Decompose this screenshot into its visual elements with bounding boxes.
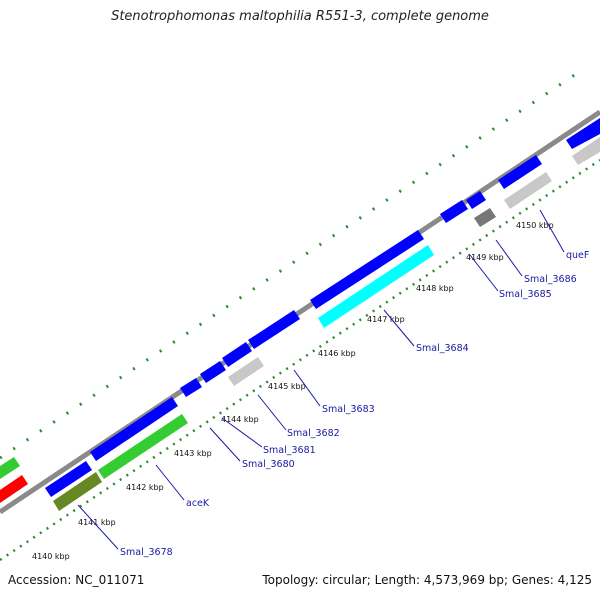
tick-label-4143: 4143 kbp: [174, 449, 212, 458]
leader-line: [257, 394, 287, 431]
gene-forward[interactable]: [498, 155, 542, 189]
gene-forward[interactable]: [248, 310, 300, 349]
gene-Smal_3684[interactable]: [318, 245, 434, 328]
tick-label-4141: 4141 kbp: [78, 518, 116, 527]
tick-label-4144: 4144 kbp: [221, 415, 259, 424]
gene-Smal_3678[interactable]: [53, 472, 102, 511]
gene-forward[interactable]: [45, 461, 92, 497]
leader-line: [209, 427, 241, 462]
tick-label-4140: 4140 kbp: [32, 552, 70, 561]
gene-partial-green[interactable]: [0, 457, 20, 479]
gene-label-Smal_3683[interactable]: Smal_3683: [322, 404, 375, 415]
gene-label-Smal_3686[interactable]: Smal_3686: [524, 274, 577, 285]
gene-forward[interactable]: [440, 200, 468, 223]
tick-label-4146: 4146 kbp: [318, 349, 356, 358]
leader-line: [469, 254, 499, 292]
tick-label-4147: 4147 kbp: [367, 315, 405, 324]
gene-label-Smal_3685[interactable]: Smal_3685: [499, 289, 552, 300]
gene-aceK[interactable]: [98, 414, 188, 479]
tick-labels: 4140 kbp 4141 kbp 4142 kbp 4143 kbp 4144 kbp…: [32, 221, 554, 561]
gene-forward[interactable]: [310, 230, 424, 309]
gene-partial-red[interactable]: [0, 475, 28, 503]
gene-queF-neighbor[interactable]: [504, 172, 552, 209]
tick-label-4150: 4150 kbp: [516, 221, 554, 230]
gene-forward[interactable]: [200, 361, 226, 383]
gene-forward[interactable]: [466, 191, 486, 209]
gene-label-Smal_3678[interactable]: Smal_3678: [120, 547, 173, 558]
tick-label-4142: 4142 kbp: [126, 483, 164, 492]
accession-text: Accession: NC_011071: [8, 573, 145, 587]
tick-label-4145: 4145 kbp: [268, 382, 306, 391]
gene-label-aceK[interactable]: aceK: [186, 498, 210, 509]
gene-label-Smal_3681[interactable]: Smal_3681: [263, 445, 316, 456]
gene-forward[interactable]: [222, 342, 252, 367]
gene-forward[interactable]: [180, 378, 202, 397]
leader-line: [221, 417, 263, 448]
leader-line: [155, 464, 185, 501]
gene-forward[interactable]: [566, 118, 600, 149]
gene-label-Smal_3682[interactable]: Smal_3682: [287, 428, 340, 439]
topology-text: Topology: circular; Length: 4,573,969 bp…: [262, 573, 592, 587]
gene-partial-gray[interactable]: [572, 137, 600, 165]
gene-Smal_3682[interactable]: [228, 357, 264, 386]
leader-line: [383, 309, 415, 347]
leader-line: [539, 209, 565, 253]
leader-line: [495, 239, 523, 277]
gene-forward[interactable]: [90, 397, 178, 461]
tick-label-4149: 4149 kbp: [466, 253, 504, 262]
map-title: Stenotrophomonas maltophilia R551-3, com…: [111, 9, 489, 24]
outer-tick-ring: [0, 66, 586, 460]
leader-line: [77, 504, 119, 550]
inner-tick-ring: [0, 158, 600, 562]
gene-Smal_3686[interactable]: [474, 208, 496, 227]
gene-label-Smal_3684[interactable]: Smal_3684: [416, 343, 469, 354]
gene-label-queF[interactable]: queF: [566, 250, 589, 261]
gene-label-Smal_3680[interactable]: Smal_3680: [242, 459, 295, 470]
tick-label-4148: 4148 kbp: [416, 284, 454, 293]
leader-line: [293, 369, 321, 407]
